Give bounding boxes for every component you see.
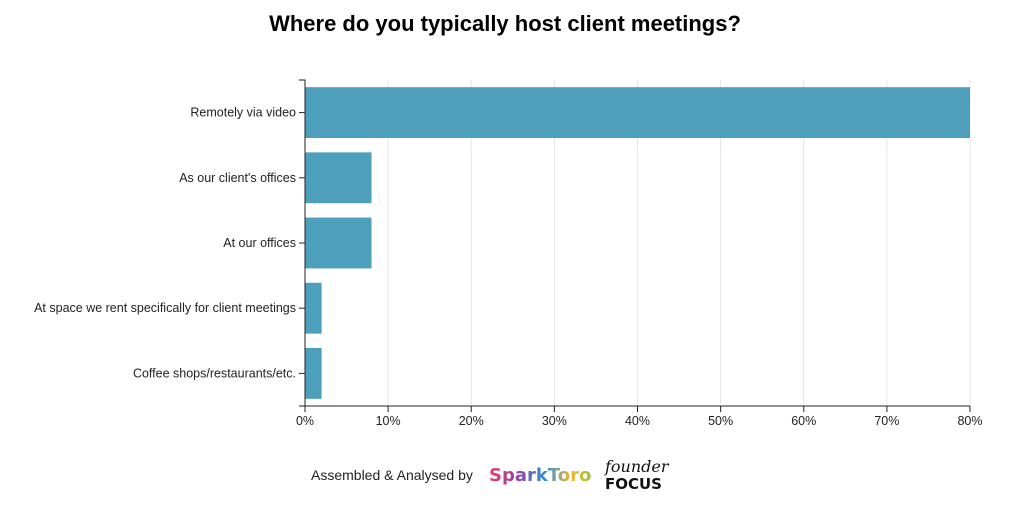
x-tick-label: 60%: [791, 414, 816, 428]
credit-footer: Assembled & Analysed by SparkToro founde…: [311, 458, 677, 492]
bar: [305, 152, 372, 204]
founder-focus-logo: founder FOCUS: [601, 458, 677, 492]
y-axis-line: [299, 79, 306, 407]
category-label: Remotely via video: [190, 106, 296, 120]
founder-focus-logo-bottom: FOCUS: [605, 475, 662, 492]
category-label: As our client's offices: [179, 171, 296, 185]
x-tick-label: 30%: [542, 414, 567, 428]
chart-title: Where do you typically host client meeti…: [269, 11, 741, 36]
axes: 0% 10% 20% 30% 40% 50% 60% 70% 80% Remotely via v…: [34, 79, 983, 428]
category-label: Coffee shops/restaurants/etc.: [133, 366, 296, 380]
bar: [305, 87, 970, 139]
category-label: At space we rent specifically for client…: [34, 301, 296, 315]
x-tick-label: 50%: [708, 414, 733, 428]
sparktoro-logo: SparkToro: [489, 460, 593, 490]
x-tick-label: 0%: [296, 414, 314, 428]
sparktoro-logo-text: SparkToro: [489, 465, 591, 486]
bar: [305, 282, 322, 334]
x-tick-label: 10%: [376, 414, 401, 428]
founder-focus-logo-top: founder: [604, 458, 670, 476]
category-label: At our offices: [223, 236, 296, 250]
x-tick-label: 20%: [459, 414, 484, 428]
x-tick-label: 40%: [625, 414, 650, 428]
bars: [305, 87, 970, 399]
bar: [305, 347, 322, 399]
credit-text: Assembled & Analysed by: [311, 467, 473, 483]
x-tick-label: 80%: [957, 414, 982, 428]
bar: [305, 217, 372, 269]
x-tick-label: 70%: [874, 414, 899, 428]
bar-chart: 0% 10% 20% 30% 40% 50% 60% 70% 80% Remotely via v…: [34, 79, 983, 428]
